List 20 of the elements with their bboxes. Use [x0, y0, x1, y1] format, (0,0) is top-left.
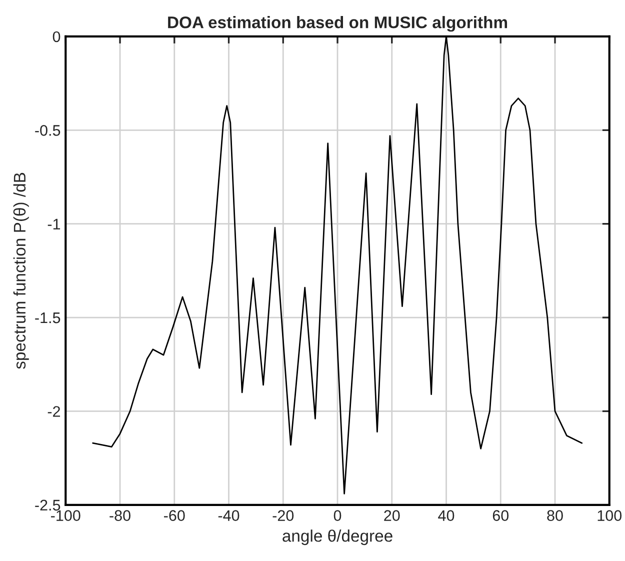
x-tick-label: -20 [272, 510, 294, 521]
y-tick-label: -0.5 [35, 125, 60, 136]
y-tick-label: -1.5 [35, 312, 60, 324]
x-tick-label: -60 [164, 510, 185, 521]
x-tick-label: 80 [547, 510, 563, 521]
x-tick-label: -100 [51, 510, 80, 521]
x-tick-label: 60 [492, 510, 509, 521]
x-tick-label: 20 [384, 510, 400, 521]
x-axis-title: angle θ/degree [282, 530, 392, 546]
y-tick-label: -1 [48, 218, 60, 230]
y-tick-label: -2 [48, 406, 60, 417]
y-axis-title: spectrum function P(θ) /dB [13, 172, 29, 369]
x-tick-label: -80 [110, 510, 130, 521]
x-tick-label: -40 [218, 510, 240, 521]
x-tick-label: 100 [598, 510, 622, 521]
chart-title: DOA estimation based on MUSIC algorithm [168, 16, 508, 32]
y-tick-label: 0 [52, 31, 60, 42]
x-tick-label: 0 [334, 510, 342, 521]
y-tick-label: -2.5 [35, 500, 60, 511]
x-tick-label: 40 [438, 510, 454, 521]
